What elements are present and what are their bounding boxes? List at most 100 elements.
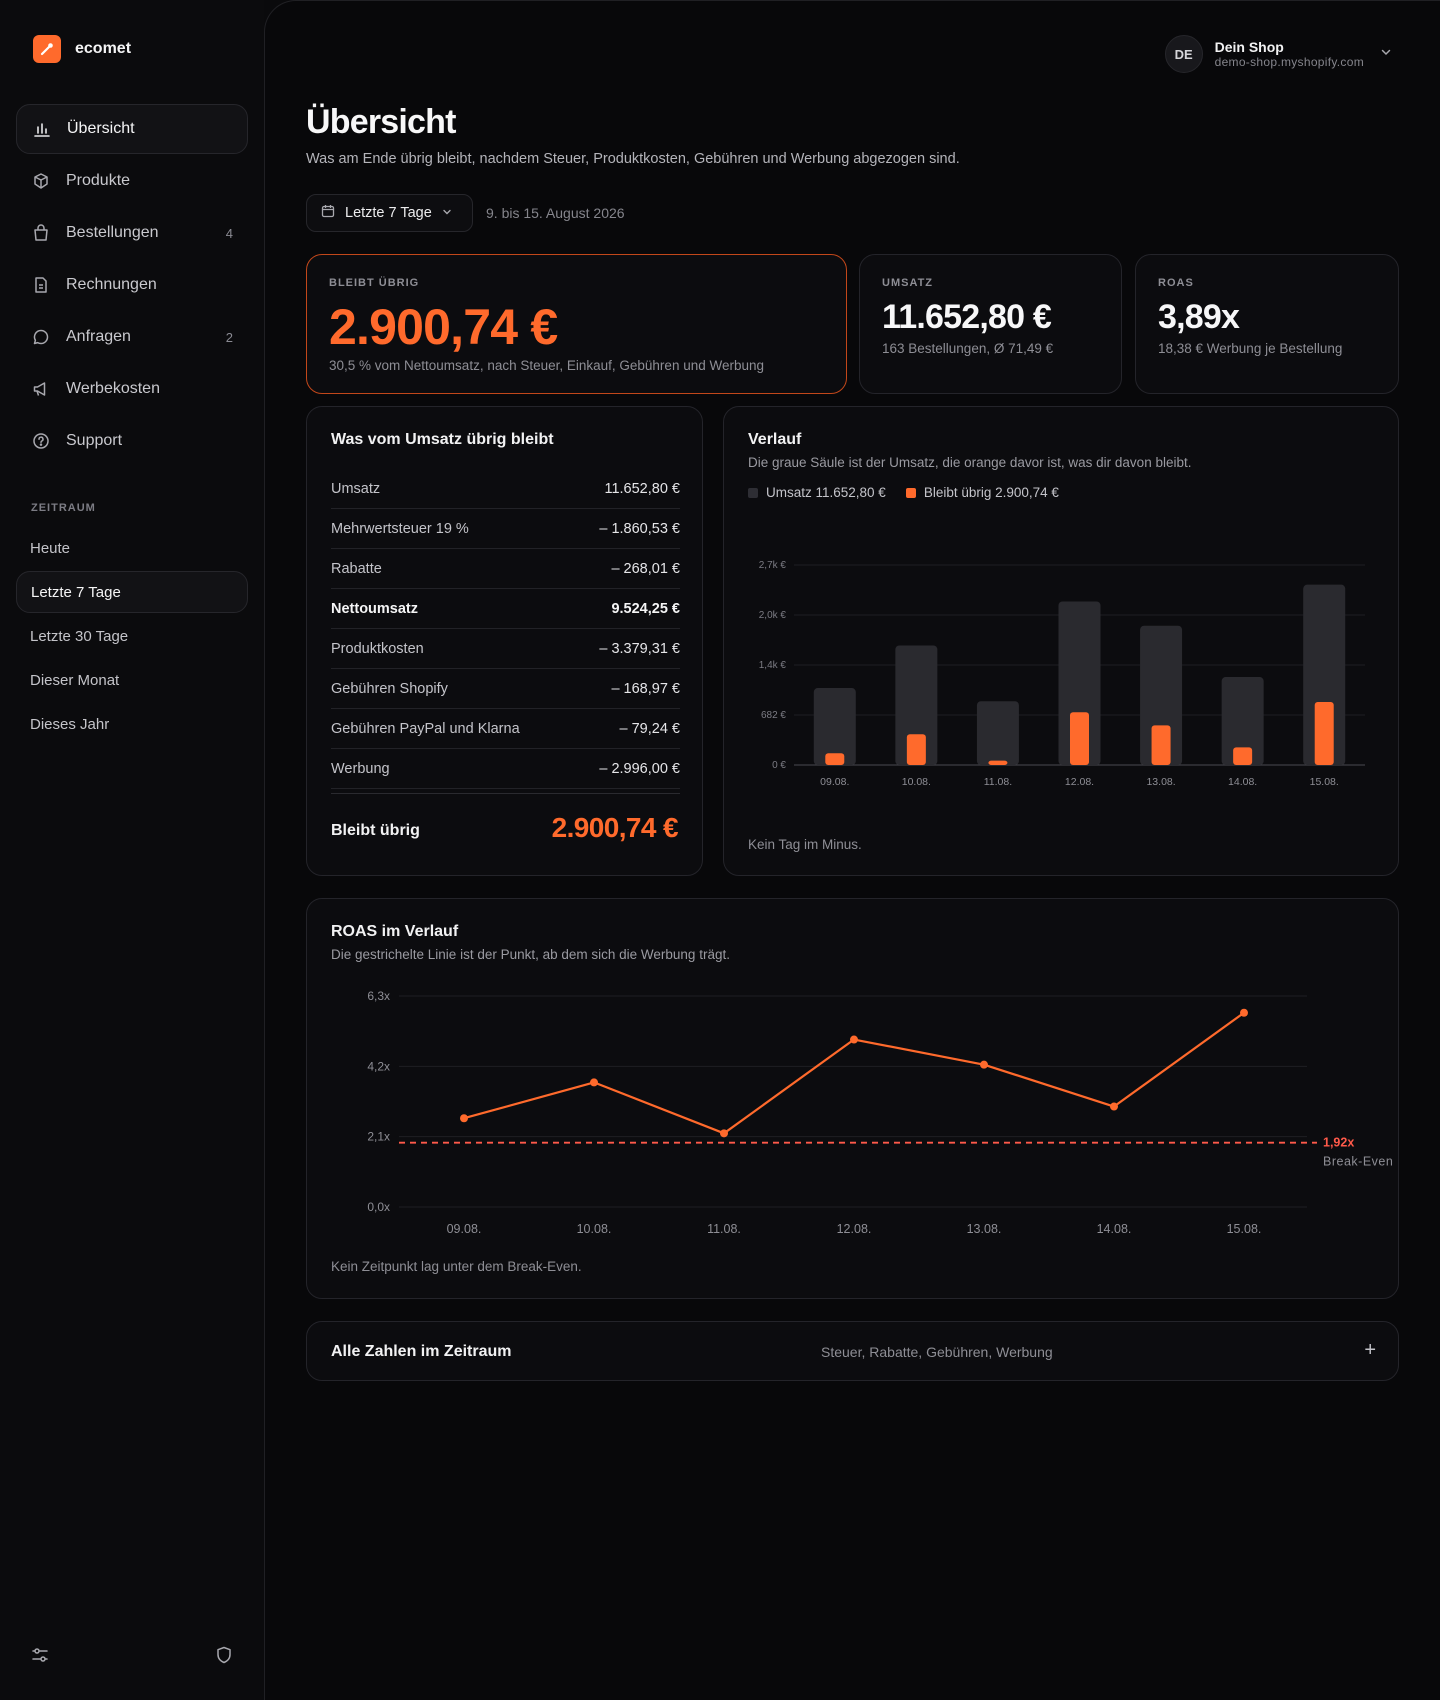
roas-title: ROAS im Verlauf xyxy=(331,923,459,940)
breakdown-card: Was vom Umsatz übrig bleibt Umsatz 11.652… xyxy=(306,406,703,876)
row-value: – 1.860,53 € xyxy=(599,520,680,537)
nav-item-label: Rechnungen xyxy=(66,276,157,293)
roas-desc: Die gestrichelte Linie ist der Punkt, ab… xyxy=(331,947,730,962)
breakdown-row: Produktkosten – 3.379,31 € xyxy=(331,629,680,669)
sidebar: ecomet Übersicht Produkte Bestellungen 4 xyxy=(0,0,264,1700)
x-tick-label: 14.08. xyxy=(1228,776,1257,788)
brand[interactable]: ecomet xyxy=(33,35,131,63)
nav-item-label: Anfragen xyxy=(66,328,131,345)
roas-point xyxy=(850,1035,858,1044)
kpi-label: BLEIBT ÜBRIG xyxy=(329,277,420,289)
period-item-letzte-30-tage[interactable]: Letzte 30 Tage xyxy=(30,627,129,645)
bar-umsatz xyxy=(895,645,938,765)
breakdown-row: Umsatz 11.652,80 € xyxy=(331,469,680,509)
break-even-value: 1,92x xyxy=(1323,1136,1354,1150)
break-even-label: Break-Even xyxy=(1323,1155,1393,1169)
nav-item-label: Bestellungen xyxy=(66,224,159,241)
x-tick-label: 12.08. xyxy=(1065,776,1094,788)
breakdown-title: Was vom Umsatz übrig bleibt xyxy=(331,431,554,448)
x-tick-label: 10.08. xyxy=(902,776,931,788)
nav-item-label: Produkte xyxy=(66,172,131,189)
row-value: – 168,97 € xyxy=(611,680,680,697)
row-label: Produktkosten xyxy=(331,640,424,657)
row-label: Mehrwertsteuer 19 % xyxy=(331,520,469,537)
y-tick-label: 2,0k € xyxy=(759,610,787,621)
nav-item-label: Support xyxy=(66,432,123,449)
avatar: DE xyxy=(1164,35,1203,73)
nav-badge: 4 xyxy=(225,225,233,241)
nav-item-rechnungen[interactable]: Rechnungen xyxy=(16,260,248,310)
period-item-letzte-7-tage[interactable]: Letzte 7 Tage xyxy=(16,571,248,613)
y-tick-label: 0 € xyxy=(772,760,786,771)
settings-sliders-icon[interactable] xyxy=(30,1645,50,1665)
kpi-value: 11.652,80 € xyxy=(882,298,1052,336)
kpi-sub: 163 Bestellungen, Ø 71,49 € xyxy=(882,341,1054,356)
box-icon xyxy=(31,171,51,191)
bar-bleibt-uebrig xyxy=(1070,712,1089,765)
account-url: demo-shop.myshopify.com xyxy=(1214,55,1364,69)
roas-line-chart: 0,0x 2,1x 4,2x 6,3x 1,92x Break-Even 09.08. 10.… xyxy=(367,989,1393,1236)
legend-swatch xyxy=(905,487,916,498)
all-numbers-collapsible[interactable]: Alle Zahlen im Zeitraum Steuer, Rabatte,… xyxy=(306,1321,1399,1381)
x-tick-label: 14.08. xyxy=(1097,1222,1132,1236)
row-value: – 268,01 € xyxy=(611,560,680,577)
y-tick-label: 0,0x xyxy=(367,1200,390,1214)
verlauf-card: Verlauf Die graue Säule ist der Umsatz, … xyxy=(723,406,1399,876)
row-value: – 3.379,31 € xyxy=(599,640,680,657)
legend-item-remaining: Bleibt übrig 2.900,74 € xyxy=(905,485,1059,500)
row-label: Rabatte xyxy=(331,560,382,577)
nav-item-label: Übersicht xyxy=(67,120,135,137)
bar-bleibt-uebrig xyxy=(825,753,845,765)
nav-item-uebersicht[interactable]: Übersicht xyxy=(16,104,248,154)
period-item-dieses-jahr[interactable]: Dieses Jahr xyxy=(30,715,110,733)
help-circle-icon xyxy=(31,431,51,451)
nav-item-anfragen[interactable]: Anfragen 2 xyxy=(16,312,248,362)
expand-plus-icon[interactable]: + xyxy=(1364,1339,1376,1361)
breakdown-row: Werbung – 2.996,00 € xyxy=(331,749,680,789)
row-label: Gebühren Shopify xyxy=(331,680,448,697)
verlauf-desc: Die graue Säule ist der Umsatz, die oran… xyxy=(748,455,1192,470)
x-tick-label: 09.08. xyxy=(820,776,849,788)
row-value: – 2.996,00 € xyxy=(599,760,680,777)
x-tick-label: 11.08. xyxy=(984,776,1012,788)
x-tick-label: 13.08. xyxy=(967,1222,1002,1236)
verlauf-legend: Umsatz 11.652,80 € Bleibt übrig 2.900,74… xyxy=(748,485,1059,500)
row-value: – 79,24 € xyxy=(619,720,680,737)
date-range-button[interactable]: Letzte 7 Tage xyxy=(306,194,473,232)
chevron-down-icon xyxy=(442,205,452,221)
bar-umsatz xyxy=(813,688,856,765)
shield-icon[interactable] xyxy=(214,1645,234,1665)
total-value: 2.900,74 € xyxy=(551,812,679,843)
row-label: Werbung xyxy=(331,760,390,777)
account-switcher[interactable]: DE Dein Shop demo-shop.myshopify.com xyxy=(1164,35,1392,73)
kpi-card-remaining: BLEIBT ÜBRIG 2.900,74 € 30,5 % vom Netto… xyxy=(306,254,847,394)
nav-item-bestellungen[interactable]: Bestellungen 4 xyxy=(16,208,248,258)
y-tick-label: 2,7k € xyxy=(759,560,787,571)
kpi-sub: 30,5 % vom Nettoumsatz, nach Steuer, Ein… xyxy=(329,358,765,373)
kpi-card-revenue: UMSATZ 11.652,80 € 163 Bestellungen, Ø 7… xyxy=(859,254,1122,394)
kpi-value: 2.900,74 € xyxy=(329,299,558,355)
nav-item-support[interactable]: Support xyxy=(16,416,248,466)
period-item-heute[interactable]: Heute xyxy=(30,539,71,557)
brand-name: ecomet xyxy=(75,40,132,57)
kpi-value: 3,89x xyxy=(1158,298,1240,336)
nav-item-produkte[interactable]: Produkte xyxy=(16,156,248,206)
chevron-down-icon xyxy=(1380,45,1392,63)
row-value: 11.652,80 € xyxy=(604,480,680,497)
period-item-dieser-monat[interactable]: Dieser Monat xyxy=(30,671,120,689)
shopping-bag-icon xyxy=(31,223,51,243)
nav-item-werbekosten[interactable]: Werbekosten xyxy=(16,364,248,414)
roas-point xyxy=(460,1114,468,1123)
kpi-card-roas: ROAS 3,89x 18,38 € Werbung je Bestellung xyxy=(1135,254,1399,394)
y-tick-label: 2,1x xyxy=(367,1130,390,1144)
y-tick-label: 6,3x xyxy=(367,989,390,1003)
x-tick-label: 12.08. xyxy=(837,1222,872,1236)
breakdown-row: Gebühren Shopify – 168,97 € xyxy=(331,669,680,709)
bar-umsatz xyxy=(1140,625,1183,765)
total-label: Bleibt übrig xyxy=(331,822,420,839)
x-tick-label: 09.08. xyxy=(447,1222,482,1236)
legend-item-revenue: Umsatz 11.652,80 € xyxy=(748,485,886,500)
y-tick-label: 1,4k € xyxy=(759,660,787,671)
nav-item-label: Werbekosten xyxy=(66,380,160,397)
nav-badge: 2 xyxy=(225,329,233,345)
